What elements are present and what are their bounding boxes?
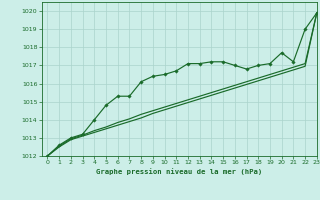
X-axis label: Graphe pression niveau de la mer (hPa): Graphe pression niveau de la mer (hPa) [96, 168, 262, 175]
